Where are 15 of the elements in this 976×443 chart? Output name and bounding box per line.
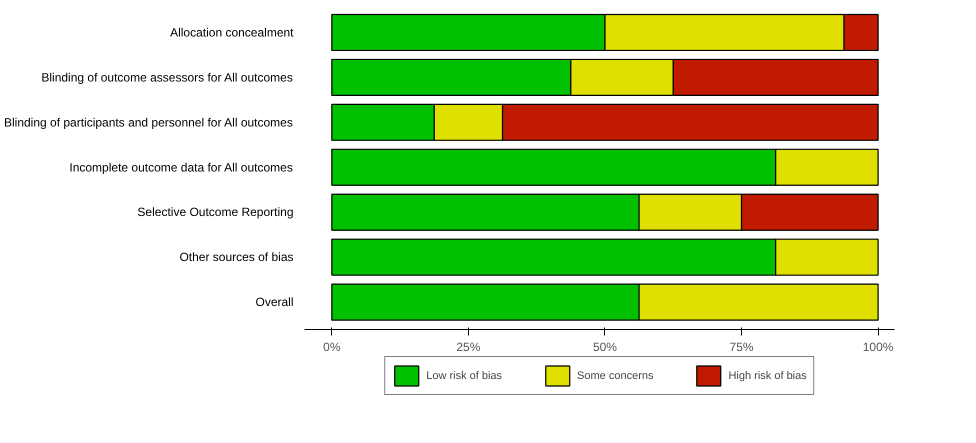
x-tick-label: 75%: [730, 340, 754, 354]
x-tick-label: 50%: [592, 340, 618, 354]
x-tick-label: 100%: [862, 340, 894, 354]
y-tick-label: Allocation concealment: [170, 25, 294, 40]
y-tick-label: Blinding of participants and personnel for All outcomes: [4, 115, 293, 130]
y-tick-label: Selective Outcome Reporting: [137, 205, 294, 220]
legend-label: High risk of bias: [728, 370, 807, 382]
y-tick-label: Overall: [255, 295, 294, 310]
legend-label: Some concerns: [577, 370, 654, 382]
y-tick-label: Other sources of bias: [179, 250, 294, 264]
x-tick-label: 25%: [456, 340, 481, 354]
x-tick-label: 0%: [323, 340, 341, 354]
legend-label: Low risk of bias: [426, 370, 502, 382]
y-tick-label: Incomplete outcome data for All outcomes: [69, 160, 293, 174]
y-tick-label: Blinding of outcome assessors for All outcomes: [41, 70, 293, 84]
